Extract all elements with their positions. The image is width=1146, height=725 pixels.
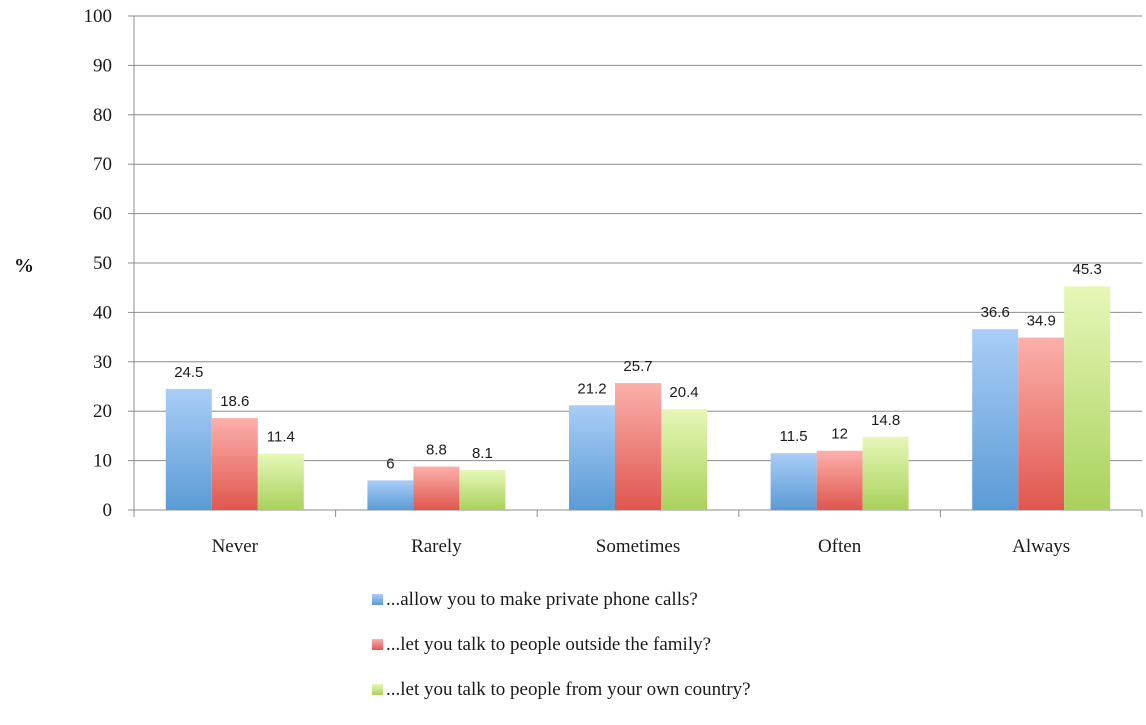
data-label: 6 [386, 455, 394, 472]
axes: 0 10 20 30 40 50 60 70 80 90 100 Never Rarely Sometim… [84, 6, 1143, 557]
y-tick-label: 100 [84, 6, 113, 27]
legend-swatch [372, 639, 383, 650]
y-tick-label: 70 [93, 154, 112, 175]
data-label: 18.6 [220, 393, 249, 410]
y-tick-label: 0 [103, 500, 113, 521]
y-tick-label: 50 [93, 253, 112, 274]
y-tick-label: 40 [93, 302, 112, 323]
data-label: 20.4 [669, 384, 698, 401]
y-tick-label: 60 [93, 204, 112, 225]
data-labels: 24.5 18.6 11.4 6 8.8 8.1 21.2 25.7 20.4 11.5 12 14.… [174, 261, 1102, 472]
data-label: 24.5 [174, 364, 203, 381]
data-label: 14.8 [871, 412, 900, 429]
data-label: 45.3 [1073, 261, 1102, 278]
data-label: 12 [831, 426, 848, 443]
bar [459, 469, 506, 510]
bar [862, 436, 909, 510]
bar [257, 453, 304, 510]
data-label: 8.1 [472, 445, 493, 462]
bar [972, 329, 1019, 510]
x-tick-label: Sometimes [596, 536, 680, 557]
legend-swatch [372, 594, 383, 605]
bar [816, 450, 863, 510]
data-label: 11.5 [780, 428, 808, 445]
y-tick-label: 30 [93, 352, 112, 373]
legend-label: ...allow you to make private phone calls… [386, 589, 698, 610]
data-label: 21.2 [577, 380, 606, 397]
y-tick-label: 10 [93, 451, 112, 472]
x-tick-label: Often [818, 536, 862, 557]
bar [615, 383, 661, 510]
y-tick-label: 90 [93, 55, 112, 76]
bar [569, 405, 615, 510]
data-label: 36.6 [981, 304, 1010, 321]
data-label: 25.7 [623, 358, 652, 375]
legend-label: ...let you talk to people from your own … [386, 679, 751, 700]
bar [367, 480, 414, 510]
data-label: 34.9 [1027, 313, 1056, 330]
bar [770, 453, 817, 510]
y-axis-label: % [14, 255, 34, 277]
bar [165, 388, 212, 510]
bar [1064, 286, 1111, 510]
x-tick-label: Always [1012, 536, 1070, 557]
y-tick-label: 80 [93, 105, 112, 126]
legend-swatch [372, 684, 383, 695]
gridlines [134, 15, 1142, 462]
data-label: 8.8 [426, 442, 447, 459]
legend-label: ...let you talk to people outside the fa… [386, 634, 711, 655]
bar [413, 466, 460, 510]
bar [661, 409, 707, 510]
x-tick-label: Rarely [411, 536, 462, 557]
x-tick-label: Never [212, 536, 259, 557]
y-tick-label: 20 [93, 401, 112, 422]
bar [211, 418, 258, 510]
bar [1018, 337, 1065, 510]
legend: ...allow you to make private phone calls… [372, 589, 751, 700]
data-label: 11.4 [267, 429, 295, 446]
bars [165, 286, 1111, 510]
